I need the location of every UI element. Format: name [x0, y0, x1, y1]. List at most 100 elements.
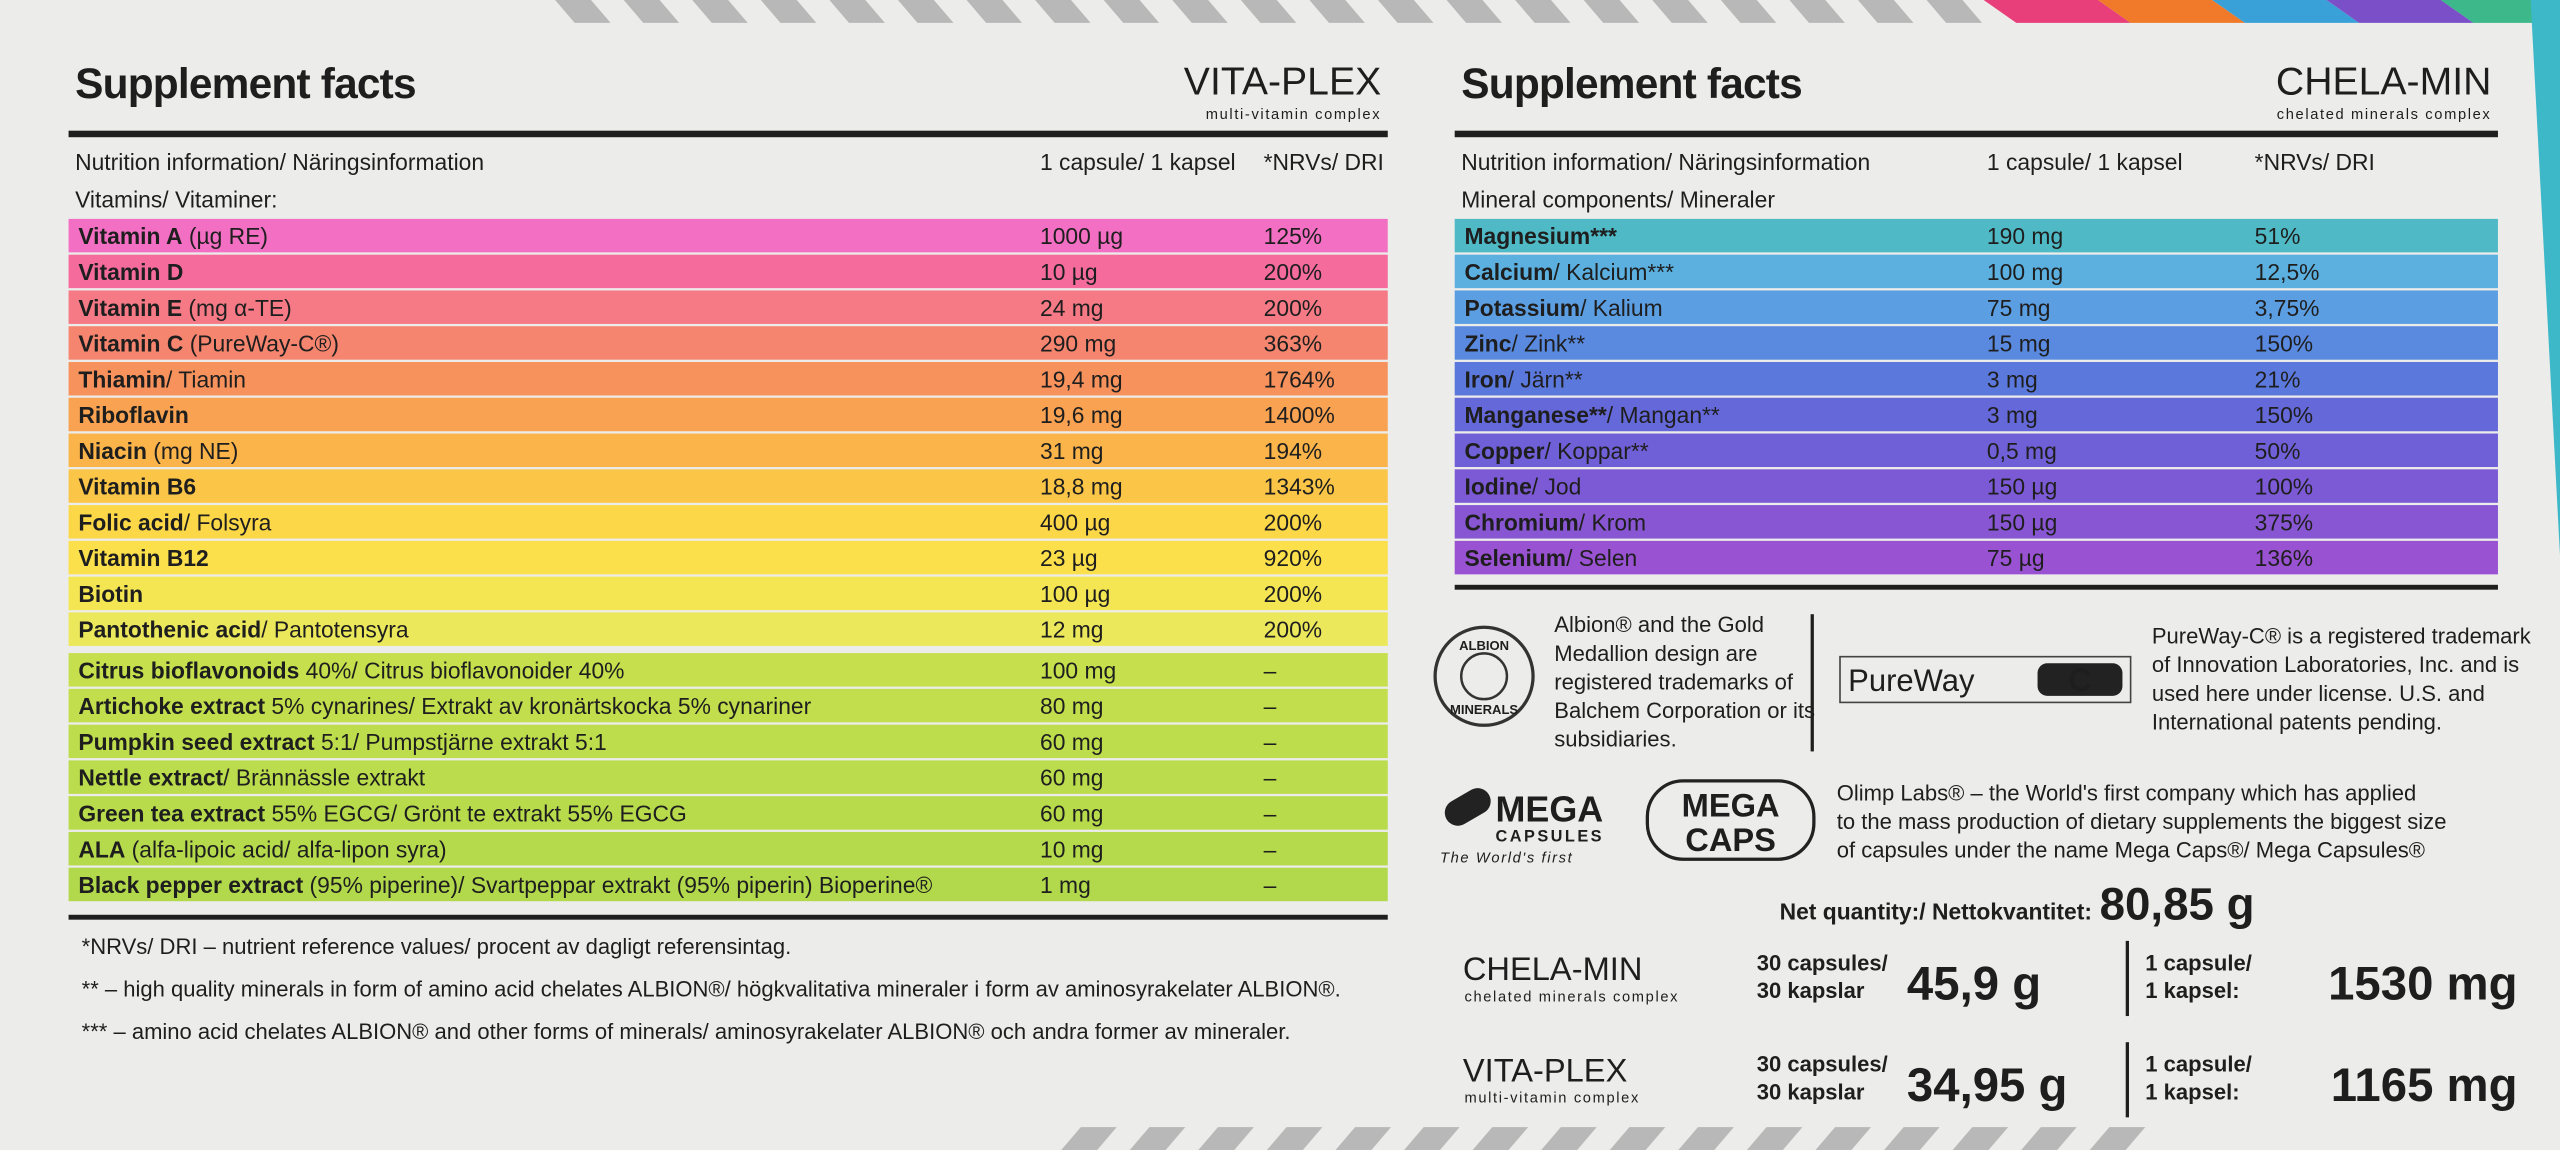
row-band	[68, 505, 1388, 539]
stripe	[1746, 1127, 1803, 1150]
row-name: Thiamin/ Tiamin	[78, 366, 246, 392]
stripe	[1061, 1127, 1117, 1150]
pack-label: 30 kapslar	[1757, 1079, 1865, 1104]
mega-text: of capsules under the name Mega Caps®/ M…	[1837, 838, 2425, 863]
nrv: 1343%	[1264, 474, 1335, 500]
stripe	[1172, 0, 1228, 23]
footnote: ** – high quality minerals in form of am…	[82, 976, 1341, 1001]
row-name: Vitamin B6	[78, 474, 196, 500]
stripe	[1198, 1127, 1254, 1150]
nutrient-detail: / Pantotensyra	[261, 617, 409, 643]
pack-label: 30 kapslar	[1757, 978, 1865, 1003]
row-name: Iron/ Järn**	[1464, 366, 1582, 392]
nutrient-detail: / Kalium	[1580, 295, 1663, 321]
nutrient-detail: / Koppar**	[1544, 438, 1648, 464]
nrv: 200%	[1264, 509, 1322, 535]
corner-stripe	[2097, 0, 2245, 23]
amount: 75 mg	[1987, 295, 2051, 321]
stripe	[2021, 1127, 2077, 1150]
nutrient-detail: / Zink**	[1511, 331, 1585, 357]
mega-text: to the mass production of dietary supple…	[1837, 809, 2447, 834]
nrv: 920%	[1264, 545, 1322, 571]
stripe	[1952, 1127, 2009, 1150]
stripe	[1309, 0, 1365, 23]
stripe	[1377, 0, 1434, 23]
row-band	[68, 326, 1388, 360]
row-band	[1454, 540, 2498, 575]
row-name: ALA (alfa-lipoic acid/ alfa-lipon syra)	[78, 836, 446, 862]
rule-thick	[68, 130, 1388, 138]
megacaps-box	[1645, 779, 1816, 861]
row-name: Vitamin A (µg RE)	[78, 223, 268, 249]
nutrient-name: Niacin	[78, 438, 147, 464]
albion-text: registered trademarks of	[1554, 669, 1794, 694]
amount: 290 mg	[1040, 331, 1116, 357]
nutrient-detail: / Jod	[1532, 474, 1582, 500]
stripe	[1035, 0, 1091, 23]
pureway-text: of Innovation Laboratories, Inc. and is	[2152, 652, 2519, 677]
amount: 1000 µg	[1040, 223, 1123, 249]
nutrient-name: Selenium	[1464, 545, 1566, 571]
pureway-text: used here under license. U.S. and	[2152, 681, 2485, 706]
amount: 150 µg	[1987, 509, 2057, 535]
stripe	[1926, 0, 1983, 23]
net-value: 80,85 g	[2100, 879, 2255, 930]
nutrient-name: Nettle extract	[78, 765, 223, 791]
row-name: Calcium/ Kalcium***	[1464, 259, 1674, 285]
row-band	[1454, 397, 2498, 432]
nrv: 150%	[2255, 402, 2313, 428]
stripe	[1678, 1127, 1734, 1150]
product-brand: CHELA-MIN	[1463, 950, 1643, 987]
amount: 19,4 mg	[1040, 366, 1123, 392]
product-tagline: chelated minerals complex	[1464, 989, 1679, 1005]
nutrient-name: Black pepper extract	[78, 872, 303, 898]
nrv: 100%	[2255, 474, 2313, 500]
nutrient-name: Potassium	[1464, 295, 1580, 321]
corner-stripe	[2326, 0, 2474, 23]
megacaps-logo: MEGA	[1682, 787, 1780, 824]
corner-stripe	[2212, 0, 2360, 23]
nutrient-detail: 5:1/ Pumpstjärne extrakt 5:1	[315, 729, 607, 755]
stripe	[692, 0, 748, 23]
stripe	[1720, 0, 1777, 23]
row-band	[1454, 290, 2498, 324]
nrv: 1400%	[1264, 402, 1335, 428]
unit-label: 1 kapsel:	[2145, 978, 2239, 1003]
capsule-icon	[1444, 788, 1491, 826]
rule-thick	[1454, 130, 2498, 138]
nrv: 200%	[1264, 617, 1322, 643]
nutrient-detail: (95% piperine)/ Svartpeppar extrakt (95%…	[303, 872, 932, 898]
amount: 10 mg	[1040, 836, 1104, 862]
stripe	[1515, 0, 1571, 23]
row-band	[68, 576, 1388, 611]
column-header: 1 capsule/ 1 kapsel	[1987, 149, 2183, 175]
megacaps-logo: CAPS	[1685, 821, 1776, 858]
nutrient-name: Chromium	[1464, 509, 1578, 535]
column-header: Nutrition information/ Näringsinformatio…	[1461, 149, 1870, 175]
brand-tagline: chelated minerals complex	[2277, 107, 2492, 123]
nutrient-detail: / Tiamin	[166, 366, 246, 392]
column-header: Nutrition information/ Näringsinformatio…	[75, 149, 484, 175]
nutrient-detail: 40%/ Citrus bioflavonoider 40%	[299, 657, 624, 683]
row-name: Riboflavin	[78, 402, 188, 428]
brand-logo: VITA-PLEX	[1184, 61, 1381, 104]
row-band	[68, 867, 1388, 902]
pack-weight: 34,95 g	[1907, 1059, 2068, 1112]
nutrient-detail: (alfa-lipoic acid/ alfa-lipon syra)	[125, 836, 446, 862]
amount: 3 mg	[1987, 402, 2038, 428]
nutrient-name: Pantothenic acid	[78, 617, 261, 643]
nrv: –	[1264, 836, 1277, 862]
row-name: Biotin	[78, 581, 143, 607]
pack-label: 30 capsules/	[1757, 1052, 1888, 1077]
amount: 18,8 mg	[1040, 474, 1123, 500]
nrv: 3,75%	[2255, 295, 2320, 321]
row-name: Pantothenic acid/ Pantotensyra	[78, 617, 409, 643]
row-band	[68, 796, 1388, 830]
amount: 190 mg	[1987, 223, 2063, 249]
row-band	[68, 612, 1388, 646]
amount: 3 mg	[1987, 366, 2038, 392]
nrv: 363%	[1264, 331, 1322, 357]
nrv: 51%	[2255, 223, 2301, 249]
row-name: Vitamin C (PureWay-C®)	[78, 331, 339, 357]
amount: 1 mg	[1040, 872, 1091, 898]
